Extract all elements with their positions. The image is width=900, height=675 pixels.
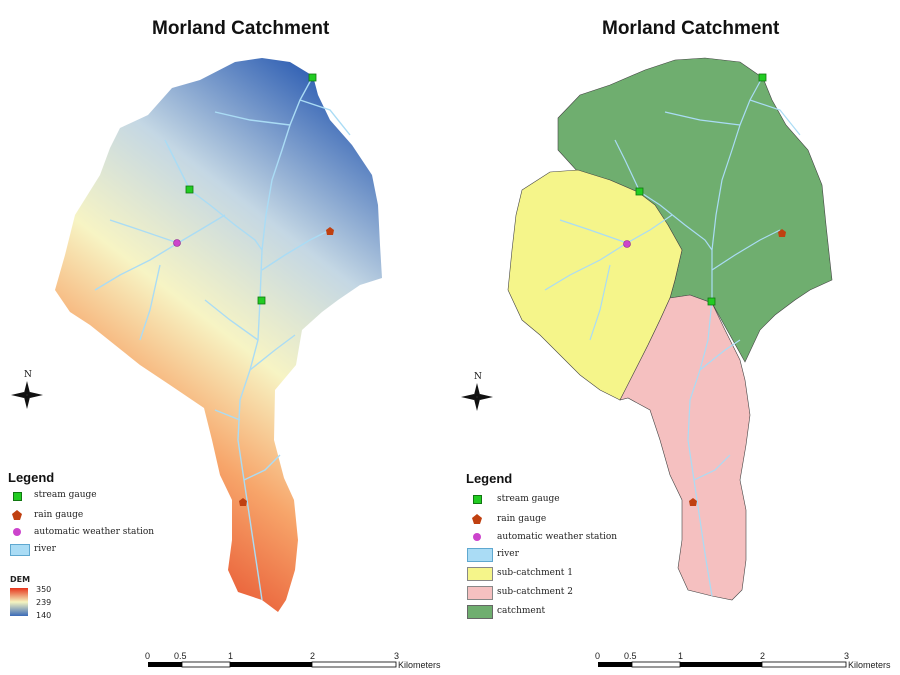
rain-gauge-marker [778, 229, 786, 237]
legend-item: automatic weather station [34, 527, 155, 537]
legend-item: catchment [497, 606, 546, 616]
scale-tick: 0.5 [174, 651, 187, 661]
legend-item: automatic weather station [497, 532, 618, 542]
weather-station-icon [13, 528, 21, 536]
subcatchment-map-panel: Morland Catchment [450, 0, 900, 675]
scale-tick: 0 [595, 651, 601, 661]
stream-gauge-marker [707, 297, 716, 306]
river-swatch [10, 544, 30, 556]
rain-gauge-marker [326, 227, 334, 235]
north-arrow [461, 383, 493, 411]
scale-tick: 1 [678, 651, 684, 661]
dem-max: 350 [36, 585, 52, 594]
rain-gauge-icon [472, 514, 482, 524]
dem-map-panel: Morland Catchment [8, 18, 441, 670]
scale-tick: 2 [760, 651, 766, 661]
rain-gauge-icon [12, 510, 22, 520]
weather-station-marker [623, 240, 631, 248]
stream-gauge-marker [635, 187, 644, 196]
stream-gauge-marker [185, 185, 194, 194]
north-arrow [11, 381, 43, 409]
legend-item: stream gauge [497, 494, 560, 504]
weather-station-icon [473, 533, 481, 541]
stream-gauge-marker [257, 296, 266, 305]
river-swatch [467, 548, 493, 562]
scale-tick: 3 [844, 651, 850, 661]
rain-gauge-marker [239, 498, 247, 506]
dem-title: DEM [10, 575, 31, 584]
scale-tick: 2 [310, 651, 316, 661]
stream-gauge-icon [13, 492, 22, 501]
scale-tick: 1 [228, 651, 234, 661]
sub-catchment-2 [619, 294, 751, 601]
stream-gauge-icon [473, 495, 482, 504]
scale-bar [148, 661, 397, 668]
rain-gauge-marker [689, 498, 697, 506]
legend-item: stream gauge [34, 490, 97, 500]
map-title: Morland Catchment [602, 18, 780, 39]
map-title: Morland Catchment [152, 18, 330, 39]
river-network [544, 77, 801, 597]
sub-catchment-1-swatch [467, 567, 493, 581]
legend-item: rain gauge [497, 514, 547, 524]
weather-station-marker [173, 239, 181, 247]
legend-item: river [34, 544, 56, 554]
north-label: N [474, 372, 482, 382]
stream-gauge-marker [758, 73, 767, 82]
scale-tick: 0 [145, 651, 151, 661]
scale-tick: 3 [394, 651, 400, 661]
legend-item: river [497, 549, 519, 559]
river-network [94, 77, 351, 601]
subcatchment-map [461, 57, 847, 668]
catchment-swatch [467, 605, 493, 619]
sub-catchment-2-swatch [467, 586, 493, 600]
dem-colorbar [10, 588, 28, 616]
catchment-outline [55, 58, 382, 612]
legend-item: sub-catchment 1 [497, 568, 573, 578]
legend-title: Legend [466, 471, 513, 486]
legend-title: Legend [8, 470, 55, 485]
scale-unit: Kilometers [398, 660, 441, 670]
stream-gauge-marker [308, 73, 317, 82]
dem-map [10, 58, 397, 668]
north-label: N [24, 370, 32, 380]
dem-min: 140 [36, 611, 52, 620]
scale-unit: Kilometers [848, 660, 891, 670]
legend-item: sub-catchment 2 [497, 587, 573, 597]
scale-tick: 0.5 [624, 651, 637, 661]
dem-mid: 239 [36, 598, 52, 607]
scale-bar [598, 661, 847, 668]
legend-item: rain gauge [34, 510, 84, 520]
